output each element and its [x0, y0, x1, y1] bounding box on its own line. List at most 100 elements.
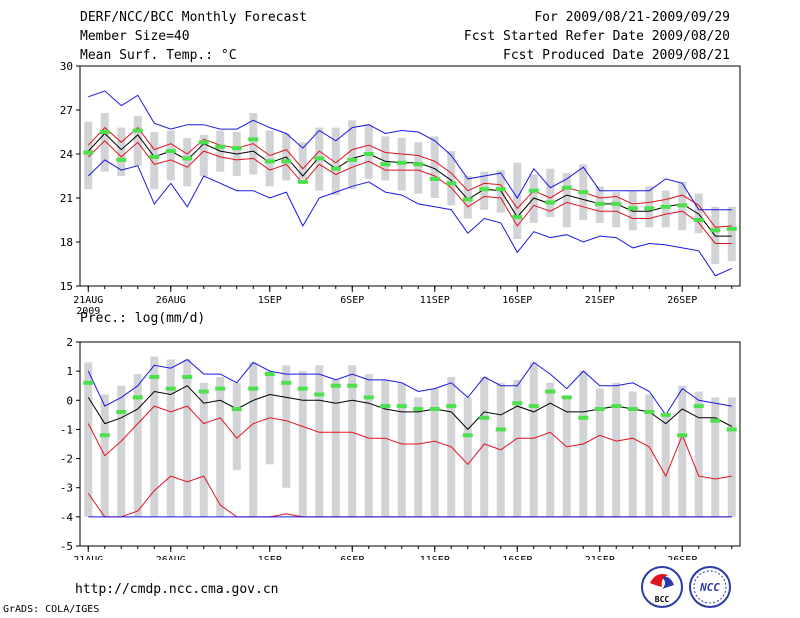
- median-marker: [99, 433, 110, 438]
- series-line-max: [87, 358, 732, 416]
- temperature-chart: 15 18 21 24 27 30 21AUG 26AUG 1SEP 6SEP 11SEP 16SEP…: [60, 60, 741, 317]
- x-tick-label: 21SEP: [585, 295, 615, 306]
- median-marker: [561, 395, 572, 400]
- y-tick-label: -5: [60, 540, 73, 553]
- figure-title: DERF/NCC/BCC Monthly Forecast: [80, 10, 307, 25]
- median-marker: [710, 418, 721, 423]
- median-marker: [380, 404, 391, 409]
- x-tick-label: 16SEP: [502, 295, 532, 306]
- median-marker: [611, 404, 622, 409]
- ensemble-box: [513, 162, 522, 240]
- ensemble-box: [612, 382, 621, 517]
- series-line-min: [87, 159, 733, 277]
- ensemble-box: [661, 190, 670, 228]
- median-marker: [182, 156, 193, 161]
- median-marker: [462, 197, 473, 202]
- ensemble-box: [199, 134, 208, 176]
- ensemble-box: [331, 379, 340, 517]
- forecast-produced-label: Fcst Produced Date 2009/08/21: [503, 48, 730, 63]
- median-marker: [248, 386, 259, 391]
- ensemble-box: [463, 397, 472, 517]
- median-marker: [215, 144, 226, 149]
- ensemble-box: [562, 397, 571, 517]
- forecast-started-label: Fcst Started Refer Date 2009/08/20: [463, 29, 730, 44]
- median-marker: [363, 152, 374, 156]
- temperature-variable-label: Mean Surf. Temp.: °C: [80, 48, 237, 63]
- ensemble-box: [727, 397, 736, 517]
- y-tick-label: 1: [66, 365, 73, 378]
- ensemble-box: [397, 382, 406, 517]
- ensemble-box: [546, 168, 555, 218]
- y-tick-label: 21: [60, 192, 73, 205]
- median-marker: [83, 150, 94, 155]
- median-marker: [380, 162, 391, 167]
- precipitation-chart: Prec.: log(mm/d) -5 -4 -3 -2 -1 0 1 2 21AUG 26AUG 1…: [60, 311, 741, 560]
- ensemble-box: [463, 176, 472, 219]
- median-marker: [726, 427, 737, 432]
- median-marker: [644, 206, 655, 211]
- median-marker: [116, 157, 127, 162]
- median-marker: [413, 162, 424, 167]
- series-line-upper-spread: [87, 126, 732, 228]
- median-marker: [231, 407, 242, 412]
- ensemble-box: [265, 130, 274, 187]
- x-tick-label: 26SEP: [667, 555, 697, 560]
- median-marker: [413, 407, 424, 412]
- median-marker: [182, 374, 193, 379]
- median-marker: [660, 412, 671, 417]
- ensemble-box: [117, 127, 126, 176]
- median-marker: [446, 181, 457, 186]
- median-marker: [627, 206, 638, 211]
- ensemble-box: [694, 193, 703, 234]
- median-marker: [660, 204, 671, 209]
- median-marker: [116, 409, 127, 414]
- ensemble-box: [513, 379, 522, 517]
- ensemble-box: [480, 376, 489, 517]
- ensemble-box: [232, 382, 241, 471]
- median-marker: [363, 395, 374, 400]
- median-marker: [693, 404, 704, 409]
- median-marker: [627, 407, 638, 412]
- median-marker: [578, 190, 589, 195]
- median-marker: [693, 218, 704, 222]
- median-marker: [545, 389, 556, 394]
- median-marker: [512, 215, 523, 220]
- bcc-logo-icon: BCC: [641, 566, 683, 608]
- y-tick-label: 0: [66, 394, 73, 407]
- x-tick-label: 1SEP: [258, 295, 282, 306]
- ensemble-box: [331, 127, 340, 196]
- chart-title: Prec.: log(mm/d): [80, 311, 205, 326]
- ncc-logo-text: NCC: [699, 581, 720, 594]
- x-tick-label: 26SEP: [667, 295, 697, 306]
- ensemble-box: [562, 173, 571, 228]
- x-tick-label: 6SEP: [340, 555, 364, 560]
- y-tick-label: 24: [60, 148, 74, 161]
- median-marker: [330, 383, 341, 388]
- ensemble-box: [661, 414, 670, 517]
- ensemble-box: [133, 115, 142, 166]
- median-marker: [264, 372, 275, 377]
- y-tick-label: 15: [60, 280, 73, 293]
- median-marker: [710, 228, 721, 233]
- median-marker: [264, 159, 275, 164]
- ensemble-box: [595, 388, 604, 517]
- ensemble-box: [364, 124, 373, 179]
- series-line-upper-spread: [87, 405, 732, 480]
- ensemble-box: [84, 362, 93, 517]
- median-marker: [99, 130, 110, 134]
- series-line-mean: [87, 385, 733, 431]
- source-url[interactable]: http://cmdp.ncc.cma.gov.cn: [75, 582, 279, 597]
- ensemble-box: [166, 359, 175, 517]
- grads-credit: GrADS: COLA/IGES: [3, 604, 100, 615]
- ensemble-box: [199, 382, 208, 517]
- ensemble-box: [298, 142, 307, 179]
- ensemble-box: [282, 365, 291, 488]
- ensemble-box: [529, 362, 538, 517]
- x-tick-label: 21AUG: [73, 295, 103, 306]
- median-marker: [314, 392, 325, 397]
- y-tick-label: 27: [60, 104, 73, 117]
- median-marker: [726, 226, 737, 231]
- median-marker: [149, 154, 160, 159]
- ensemble-box: [414, 397, 423, 517]
